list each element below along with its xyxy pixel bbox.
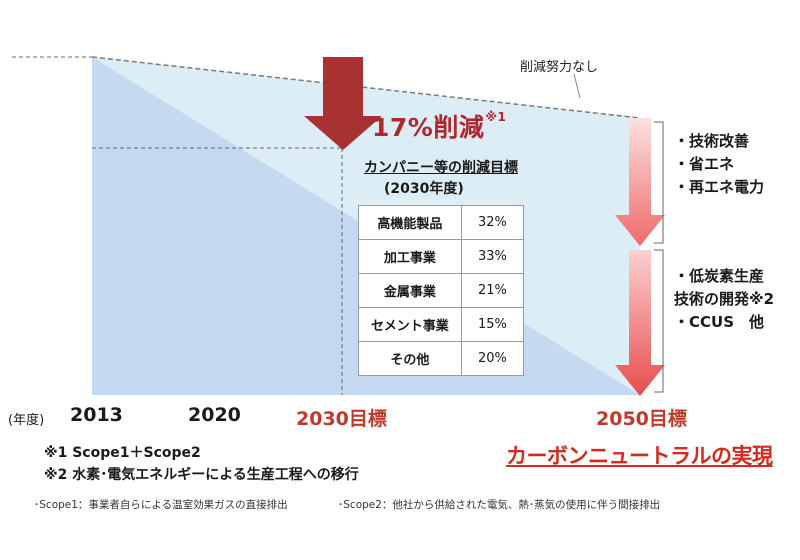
footnote-2: ※2 水素･電気エネルギーによる生産工程への移行 <box>44 467 359 483</box>
scope2-definition: ･Scope2：他社から供給された電気、熱･蒸気の使用に伴う間接排出 <box>338 499 661 511</box>
tick-2050-target: 2050目標 <box>596 408 687 430</box>
reduction-arrow-icon <box>304 57 382 150</box>
measure-item: ・低炭素生産 <box>674 267 765 285</box>
table-row: 金属事業 21% <box>358 273 525 308</box>
carbon-neutral-label: カーボンニュートラルの実現 <box>506 444 773 468</box>
table-row: 加工事業 33% <box>358 239 525 274</box>
table-row: 高機能製品 32% <box>358 205 525 240</box>
tick-2030-target: 2030目標 <box>296 408 387 430</box>
footnote-1: ※1 Scope1＋Scope2 <box>44 445 201 461</box>
bracket-upper <box>654 121 664 244</box>
no-reduction-dashed-line <box>91 56 641 119</box>
measure-item: ・技術改善 <box>674 132 750 150</box>
no-reduction-label-pointer <box>573 73 581 99</box>
measure-item: 技術の開発※2 <box>674 290 775 308</box>
scope1-definition: ･Scope1：事業者自らによる温室効果ガスの直接排出 <box>34 499 288 511</box>
tick-2020: 2020 <box>188 404 241 426</box>
reduction-text: 17%削減 <box>372 113 485 142</box>
reduction-note-mark: ※1 <box>485 110 507 124</box>
row-value: 32% <box>460 205 525 240</box>
row-label: セメント事業 <box>358 307 462 342</box>
measure-item: ・再エネ電力 <box>674 178 765 196</box>
table-row: その他 20% <box>358 341 525 376</box>
year-axis-label: (年度) <box>8 413 45 428</box>
row-label: その他 <box>358 341 462 376</box>
table-row: セメント事業 15% <box>358 307 525 342</box>
row-label: 加工事業 <box>358 239 462 274</box>
row-value: 20% <box>460 341 525 376</box>
table-subtitle: (2030年度) <box>384 181 464 197</box>
pink-arrow-lower-icon <box>615 250 665 396</box>
measures-group-1: ・技術改善 ・省エネ ・再エネ電力 <box>674 130 764 199</box>
row-value: 15% <box>460 307 525 342</box>
tick-2013: 2013 <box>70 404 123 426</box>
reduction-label: 17%削減※1 <box>372 108 506 144</box>
table-title: カンパニー等の削減目標 <box>364 160 518 176</box>
targets-table: 高機能製品 32% 加工事業 33% 金属事業 21% セメント事業 15% そ… <box>358 205 525 376</box>
row-label: 金属事業 <box>358 273 462 308</box>
row-value: 33% <box>460 239 525 274</box>
measure-item: ・省エネ <box>674 155 735 173</box>
row-label: 高機能製品 <box>358 205 462 240</box>
bracket-lower <box>654 249 664 393</box>
measures-group-2: ・低炭素生産 技術の開発※2 ・CCUS 他 <box>674 265 774 334</box>
measure-item: ・CCUS 他 <box>674 313 765 331</box>
pink-arrow-upper-icon <box>615 118 665 246</box>
row-value: 21% <box>460 273 525 308</box>
no-reduction-label: 削減努力なし <box>520 60 599 75</box>
